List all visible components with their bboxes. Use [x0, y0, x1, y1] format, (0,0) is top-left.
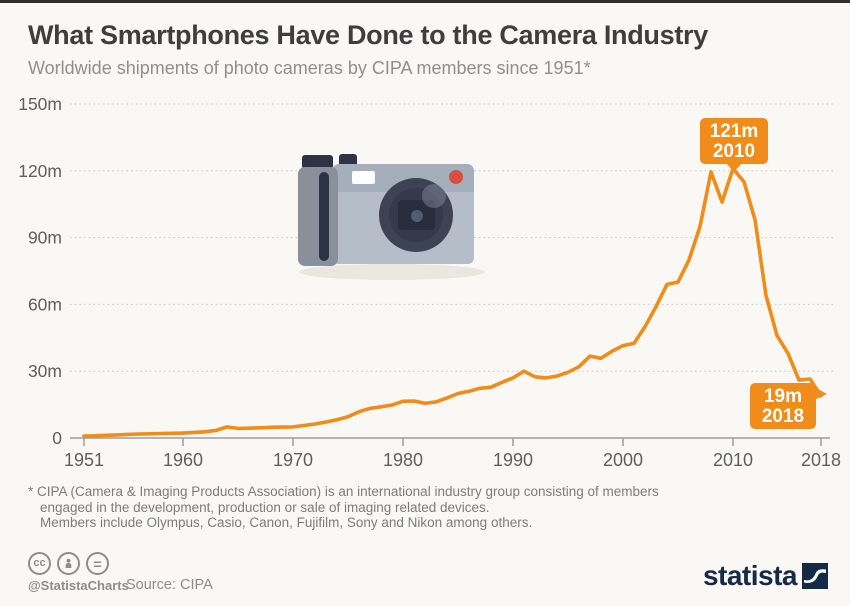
y-tick-label: 120m [18, 161, 62, 181]
x-tick-label: 1960 [163, 450, 203, 470]
attribution-person-icon[interactable] [57, 552, 80, 575]
x-tick-label: 2000 [603, 450, 643, 470]
y-tick-label: 90m [28, 228, 62, 248]
callout-peak-value: 121m [710, 121, 759, 142]
x-tick-label: 2018 [801, 450, 841, 470]
y-tick-label: 60m [28, 294, 62, 314]
statista-logo[interactable]: statista [703, 560, 828, 592]
y-tick-label: 0 [52, 428, 62, 448]
footnote-line-1: * CIPA (Camera & Imaging Products Associ… [28, 484, 659, 499]
x-tick-label: 2010 [713, 450, 753, 470]
camera-shutter-button [302, 155, 333, 169]
x-tick-label: 1990 [493, 450, 533, 470]
footnote: * CIPA (Camera & Imaging Products Associ… [28, 484, 659, 531]
no-derivatives-equals-icon[interactable]: = [86, 552, 109, 575]
cc-icon[interactable]: cc [28, 552, 51, 575]
footnote-line-2: engaged in the development, production o… [40, 499, 490, 515]
x-axis-ticks [83, 438, 822, 446]
camera-shadow [299, 264, 485, 280]
page-title: What Smartphones Have Done to the Camera… [28, 20, 708, 50]
camera-grip-stripe [319, 172, 329, 261]
x-tick-label: 1951 [64, 450, 104, 470]
camera-grip [298, 167, 338, 266]
camera-lens-glare [422, 184, 446, 208]
top-border [0, 0, 850, 3]
x-axis-tick-labels: 1951 1960 1970 1980 1990 2000 2010 2018 [64, 450, 841, 470]
footnote-line-3: Members include Olympus, Casio, Canon, F… [40, 515, 533, 530]
camera-shipments-line [82, 166, 823, 438]
camera-illustration [298, 154, 485, 280]
statista-charts-handle[interactable]: @StatistaCharts [28, 578, 129, 593]
callout-peak-year: 2010 [713, 141, 755, 162]
camera-flash [352, 171, 375, 184]
source-label: Source: CIPA [126, 577, 213, 593]
y-axis-labels: 0 30m 60m 90m 120m 150m [18, 94, 62, 448]
page-subtitle: Worldwide shipments of photo cameras by … [28, 58, 591, 78]
camera-lens-aperture [411, 210, 423, 222]
x-tick-label: 1980 [383, 450, 423, 470]
statista-logo-text: statista [702, 560, 798, 591]
callout-peak-2010: 121m 2010 [700, 118, 768, 172]
camera-indicator-light [449, 170, 463, 184]
license-badges[interactable]: cc = [28, 552, 109, 575]
x-tick-label: 1970 [273, 450, 313, 470]
callout-end-value: 19m [764, 386, 802, 407]
statista-logo-mark-icon [802, 563, 828, 589]
callout-end-year: 2018 [762, 406, 804, 427]
y-tick-label: 150m [18, 94, 62, 114]
callout-end-2018: 19m 2018 [750, 383, 827, 429]
gridlines [70, 103, 836, 372]
y-tick-label: 30m [28, 361, 62, 381]
